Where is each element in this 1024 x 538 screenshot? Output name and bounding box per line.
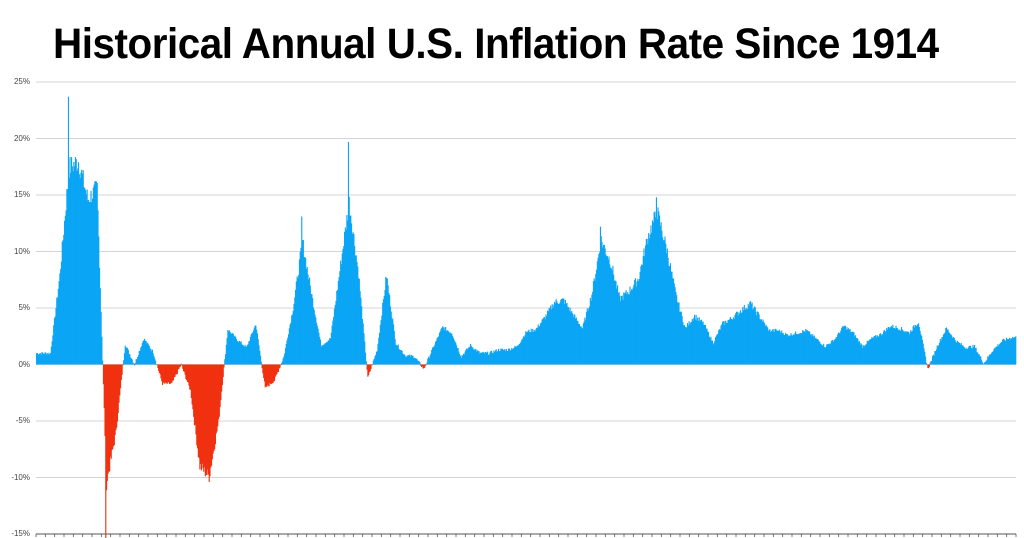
y-tick-label: -15%	[11, 529, 30, 538]
y-tick-label: 25%	[13, 77, 30, 86]
y-tick-label: -5%	[15, 416, 30, 425]
y-tick-label: 20%	[13, 133, 30, 143]
y-tick-label: 0%	[18, 359, 30, 369]
y-tick-label: 5%	[18, 303, 30, 312]
chart-title: Historical Annual U.S. Inflation Rate Si…	[53, 20, 939, 68]
y-tick-label: 15%	[13, 190, 30, 199]
y-tick-label: -10%	[11, 472, 30, 482]
bars	[36, 96, 1017, 538]
y-tick-label: 10%	[13, 246, 30, 256]
